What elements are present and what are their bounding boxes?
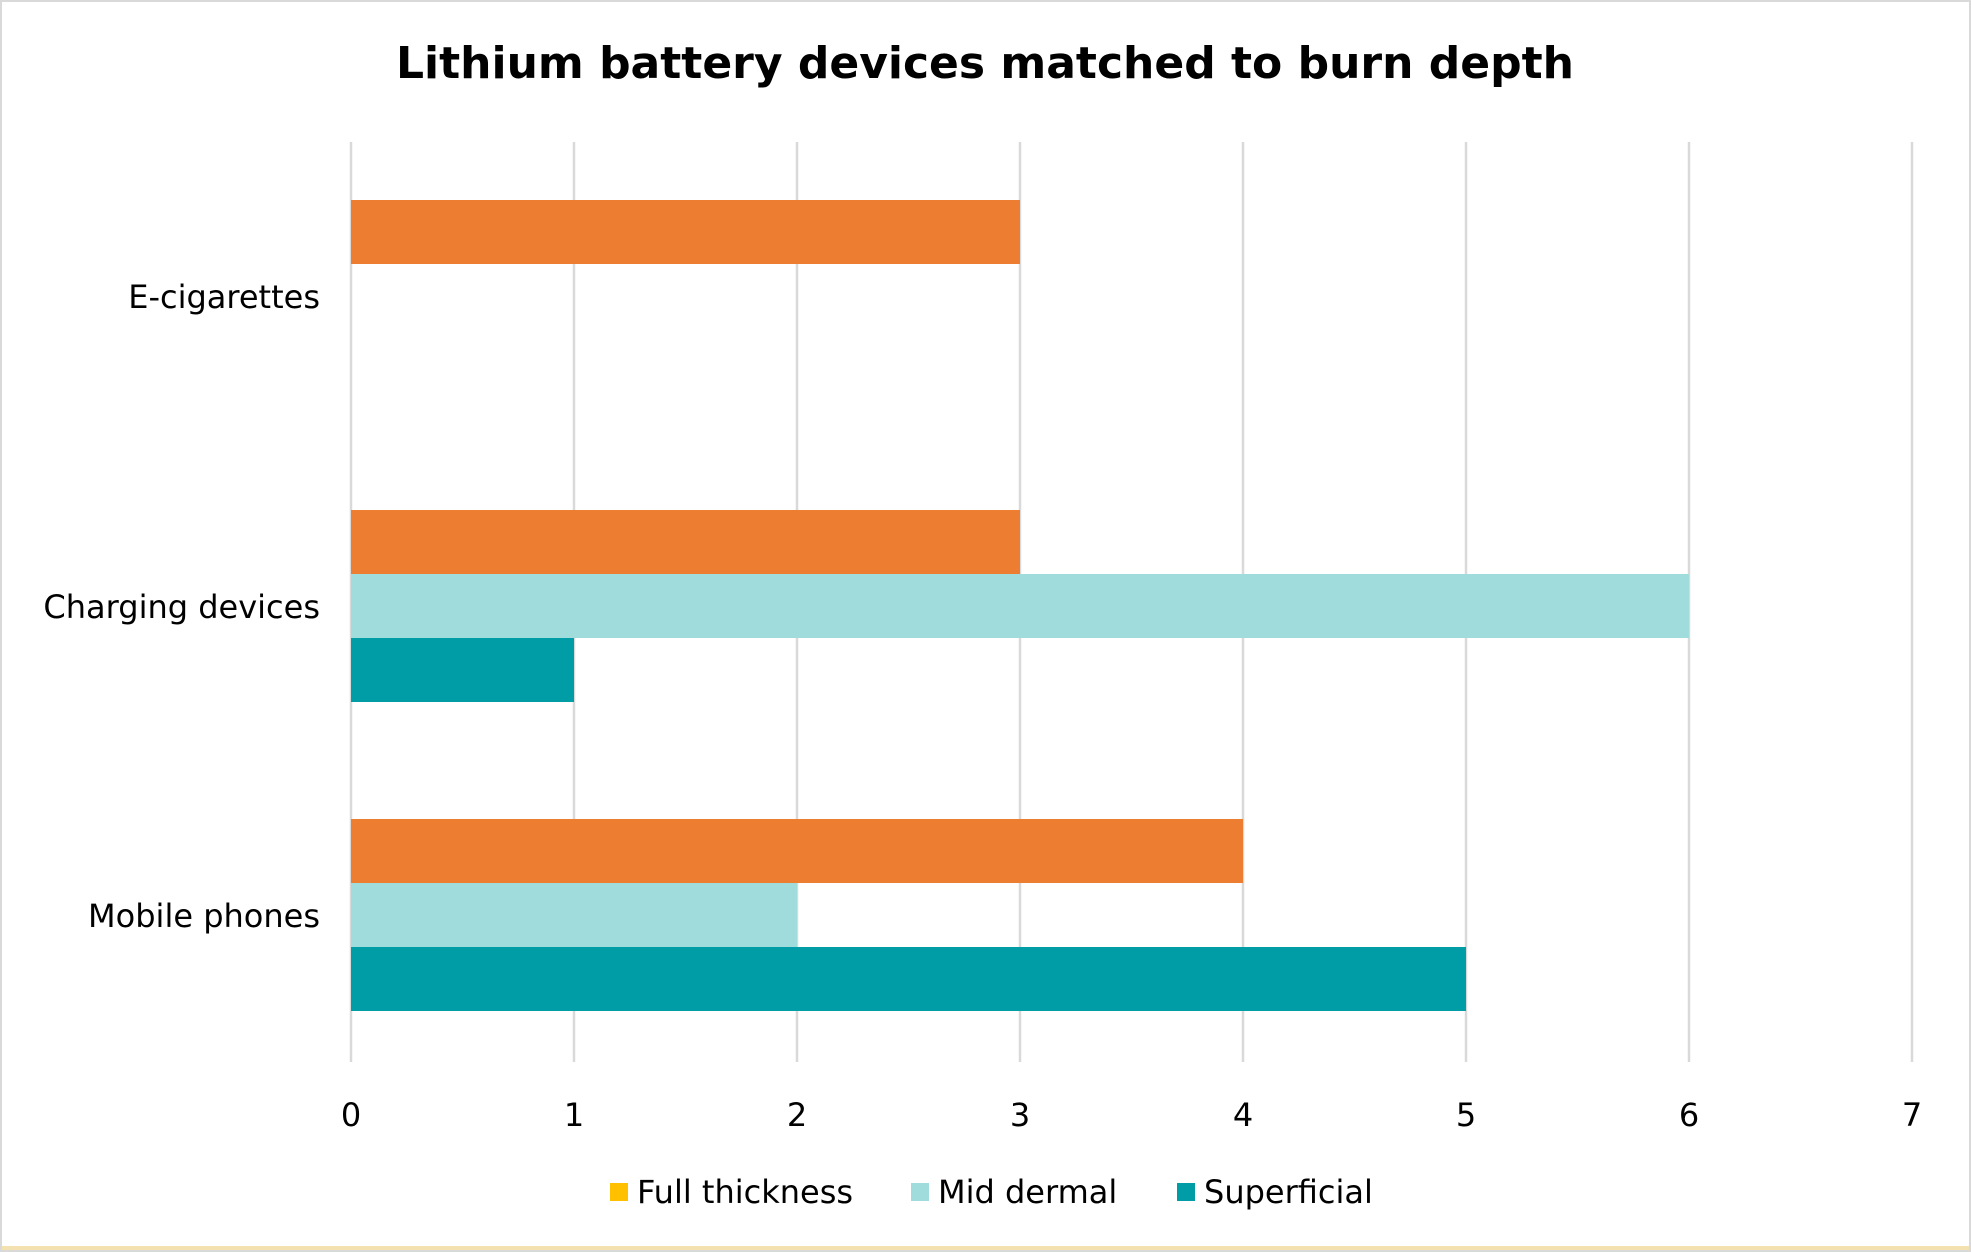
bars (351, 200, 1689, 1011)
legend: Full thickness Mid dermal Superficial (610, 1173, 1373, 1211)
legend-label: Mid dermal (938, 1173, 1117, 1211)
x-tick-label: 6 (1679, 1096, 1699, 1134)
x-tick-label: 4 (1233, 1096, 1253, 1134)
bottom-accent-strip (2, 1246, 1969, 1250)
legend-swatch (1177, 1183, 1195, 1201)
legend-item: Superficial (1177, 1173, 1373, 1211)
legend-item: Full thickness (610, 1173, 853, 1211)
x-tick-label: 7 (1902, 1096, 1922, 1134)
bar-full-thickness-charging-devices (351, 510, 1020, 574)
bar-full-thickness-e-cigarettes (351, 200, 1020, 264)
legend-swatch (610, 1183, 628, 1201)
legend-label: Full thickness (637, 1173, 853, 1211)
category-label: Mobile phones (88, 897, 320, 935)
legend-swatch (911, 1183, 929, 1201)
bar-full-thickness-mobile-phones (351, 819, 1243, 883)
bar-mid-dermal-charging-devices (351, 574, 1689, 638)
bar-mid-dermal-mobile-phones (351, 883, 797, 947)
bar-superficial-mobile-phones (351, 947, 1466, 1011)
x-tick-label: 5 (1456, 1096, 1476, 1134)
bar-superficial-charging-devices (351, 638, 574, 702)
category-label: Charging devices (43, 588, 320, 626)
x-tick-label: 1 (564, 1096, 584, 1134)
x-tick-label: 3 (1010, 1096, 1030, 1134)
legend-label: Superficial (1204, 1173, 1373, 1211)
chart-title: Lithium battery devices matched to burn … (396, 38, 1574, 89)
x-tick-label: 0 (341, 1096, 361, 1134)
category-label: E-cigarettes (128, 278, 320, 316)
legend-item: Mid dermal (911, 1173, 1117, 1211)
x-axis-tick-labels: 0 1 2 3 4 5 6 7 (341, 1096, 1922, 1134)
x-tick-label: 2 (787, 1096, 807, 1134)
category-labels: E-cigarettes Charging devices Mobile phone… (43, 278, 320, 935)
